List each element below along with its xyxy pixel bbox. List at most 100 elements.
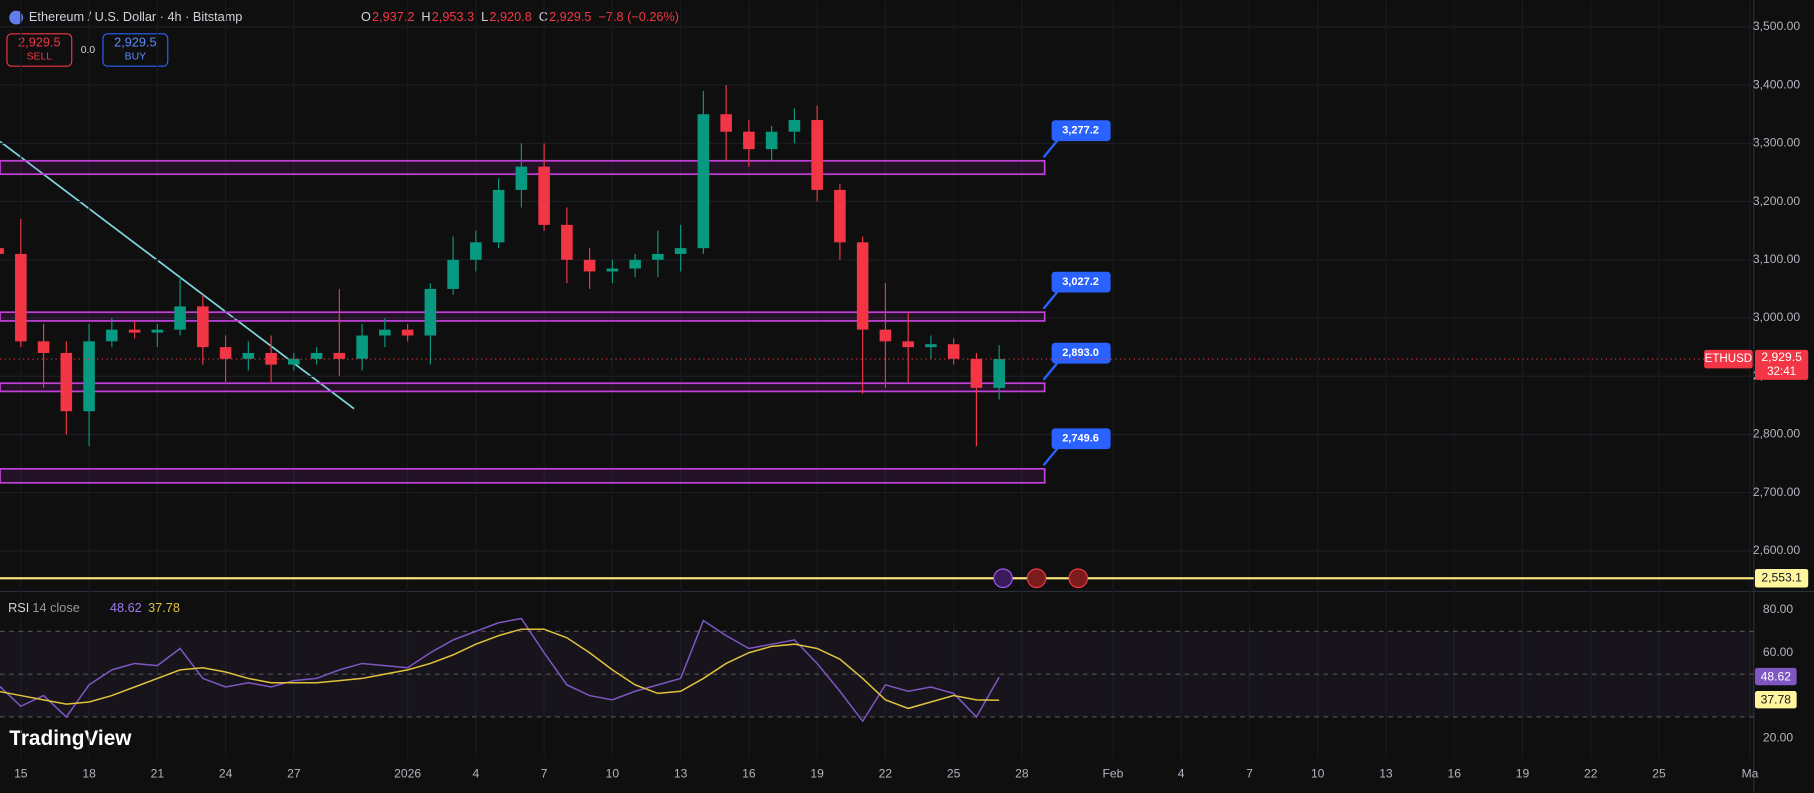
candle-body: [401, 329, 414, 336]
rsi-ma-tag: [1754, 691, 1797, 709]
candle-body: [697, 114, 710, 249]
level-label: 3,027.2: [1062, 276, 1099, 288]
x-tick-label: 7: [541, 766, 548, 780]
event-icon: [1026, 568, 1047, 589]
rsi-tag: [1754, 667, 1797, 686]
ohlc-key: C: [539, 9, 548, 24]
x-tick-label: 15: [14, 766, 28, 780]
rsi-tick-label: 20.00: [1763, 731, 1794, 745]
candle-body: [538, 166, 550, 225]
candle-body: [356, 335, 368, 359]
candle-body: [652, 253, 664, 260]
rsi-band: [0, 631, 1754, 717]
x-tick-label: 2026: [394, 766, 421, 780]
candle-body: [197, 306, 209, 348]
candle-body: [515, 166, 528, 190]
x-tick-label: 24: [219, 766, 233, 780]
candle-body: [879, 329, 892, 342]
rsi-value: 48.62: [110, 600, 142, 615]
rsi-tick-label: 60.00: [1763, 645, 1794, 659]
x-tick-label: 18: [82, 766, 96, 780]
candle-body: [834, 189, 846, 243]
y-tick-label: 2,800.00: [1753, 427, 1800, 441]
symbol-tag: [1704, 349, 1753, 369]
level-callout: [1051, 428, 1111, 450]
x-tick-label: Feb: [1102, 766, 1123, 780]
candle-body: [310, 352, 323, 359]
y-tick-label: 3,500.00: [1753, 19, 1800, 33]
candle-body: [265, 352, 277, 365]
candle-body: [788, 120, 801, 132]
rsi-params: 14 close: [32, 600, 79, 615]
x-tick-label: 19: [1516, 766, 1530, 780]
level-label: 2,749.6: [1062, 433, 1099, 445]
ohlc-value: 2,953.3: [432, 9, 474, 24]
candle-body: [379, 329, 391, 336]
x-tick-label: 16: [1447, 766, 1461, 780]
candle-body: [424, 288, 437, 336]
candle-body: [856, 242, 869, 330]
x-tick-label: 4: [472, 766, 479, 780]
rsi-tag-label: 48.62: [1761, 669, 1792, 683]
candle-body: [37, 341, 50, 353]
candle-body: [947, 344, 960, 359]
candle-body: [720, 114, 732, 132]
x-tick-label: 25: [947, 766, 961, 780]
candle-body: [447, 259, 459, 289]
last-price-label: 2,929.5: [1761, 350, 1802, 364]
symbol-title: Ethereum / U.S. Dollar · 4h · Bitstamp: [29, 9, 242, 24]
rsi-ma-line: [0, 628, 1000, 710]
candle-body: [629, 259, 641, 269]
y-tick-label: 2,600.00: [1753, 543, 1800, 557]
candle-body: [583, 259, 596, 272]
candle-body: [288, 358, 300, 365]
rsi-ma-tag-label: 37.78: [1761, 693, 1792, 707]
candle-body: [174, 306, 186, 330]
rsi-name: RSI: [8, 600, 29, 615]
level-callout: [1051, 120, 1111, 142]
ohlc-key: H: [421, 9, 430, 24]
change: −7.8 (−0.26%): [598, 9, 679, 24]
buy-label: BUY: [125, 52, 146, 63]
x-tick-label: 7: [1246, 766, 1253, 780]
candle-body: [970, 358, 983, 388]
brand: TradingView: [9, 727, 132, 750]
candle-body: [925, 344, 937, 348]
candle-body: [0, 248, 4, 254]
y-tick-label: 3,000.00: [1753, 310, 1800, 324]
rsi-ma-value: 37.78: [148, 600, 180, 615]
ohlc-key: O: [361, 9, 371, 24]
rsi-line: [0, 617, 1000, 723]
x-tick-label: 25: [1652, 766, 1666, 780]
sell-button[interactable]: [6, 33, 73, 67]
x-tick-label: 22: [1584, 766, 1598, 780]
y-tick-label: 3,300.00: [1753, 136, 1800, 150]
candle-body: [151, 329, 164, 333]
rsi-tick-label: 80.00: [1763, 602, 1794, 616]
x-tick-label: 21: [151, 766, 165, 780]
zone: [0, 382, 1046, 393]
spread: 0.0: [81, 45, 96, 56]
buy-button[interactable]: [102, 33, 169, 67]
zone: [0, 311, 1046, 322]
candle-body: [128, 329, 141, 333]
event-icon: [993, 568, 1013, 589]
candle-body: [743, 131, 755, 150]
candle-body: [993, 359, 1005, 388]
symbol-tag-label: ETHUSD: [1705, 353, 1752, 365]
candle-body: [15, 253, 27, 342]
x-tick-label: 10: [606, 766, 620, 780]
y-tick-label: 2,700.00: [1753, 485, 1800, 499]
candle-body: [333, 352, 346, 359]
level-label: 3,277.2: [1062, 125, 1099, 137]
ohlc-value: 2,920.8: [489, 9, 531, 24]
candle-body: [561, 224, 573, 260]
candle-body: [492, 189, 505, 243]
sell-label: SELL: [27, 52, 53, 63]
candle-body: [765, 131, 778, 150]
y-tick-label: 3,200.00: [1753, 194, 1800, 208]
x-tick-label: 28: [1015, 766, 1029, 780]
candle-body: [674, 248, 687, 254]
